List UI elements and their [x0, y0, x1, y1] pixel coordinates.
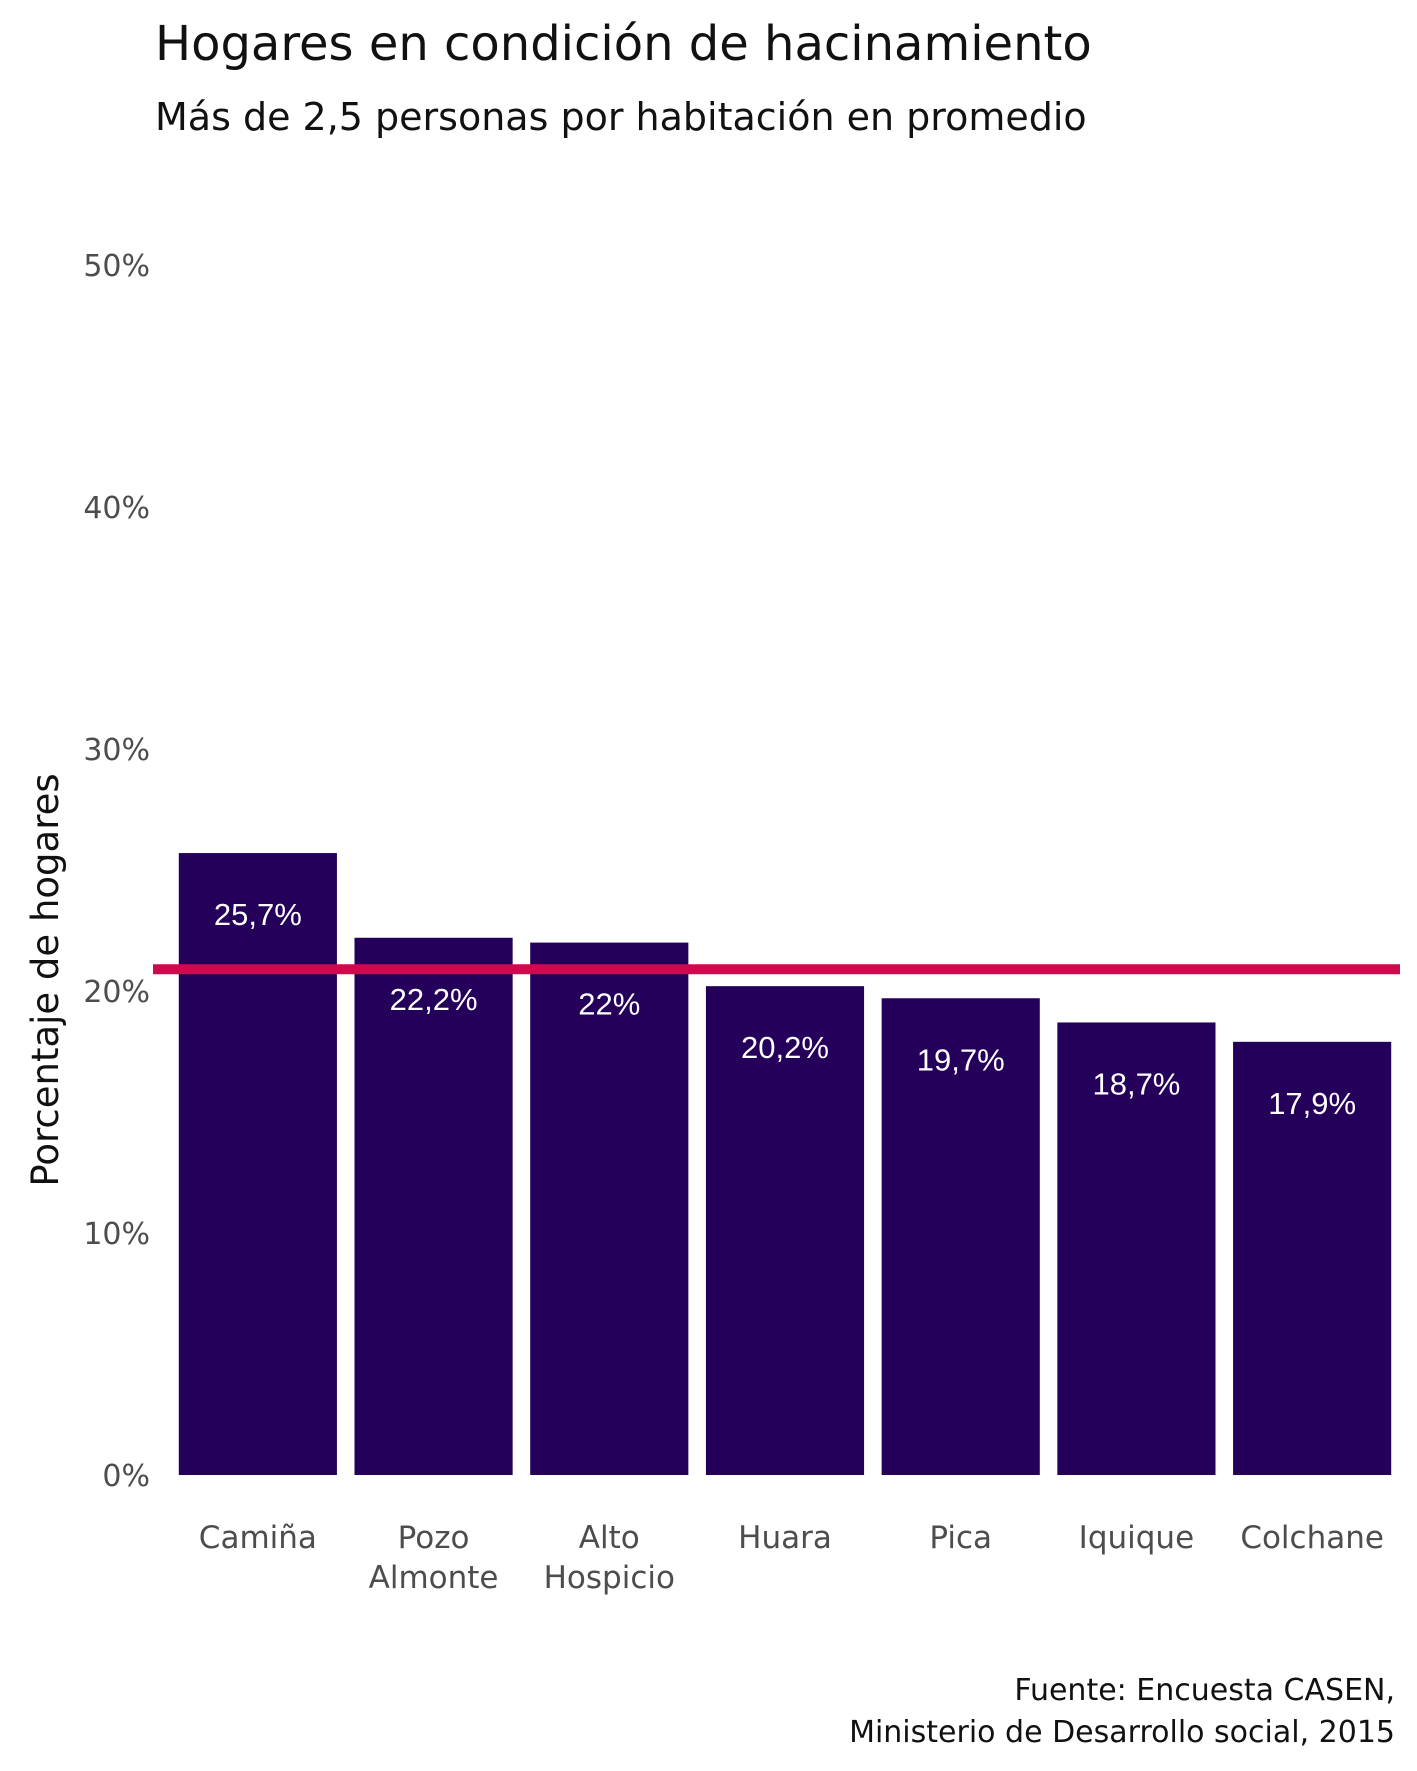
- data-label: 17,9%: [1268, 1086, 1356, 1121]
- bar: [530, 942, 689, 1475]
- data-label: 22%: [578, 987, 640, 1022]
- data-label: 20,2%: [741, 1030, 829, 1065]
- x-axis-ticks: Camiña Pozo Almonte Alto Hospicio Huara Pica Iq…: [199, 1520, 1384, 1596]
- x-tick-label: Pozo Almonte: [369, 1520, 499, 1596]
- data-label: 25,7%: [214, 897, 302, 932]
- bar: [1233, 1041, 1392, 1475]
- bar: [881, 998, 1040, 1475]
- bar: [354, 937, 513, 1475]
- x-tick-label: Iquique: [1079, 1520, 1194, 1556]
- data-label: 19,7%: [917, 1042, 1005, 1077]
- x-tick-label-line: Camiña: [199, 1520, 317, 1556]
- x-tick-label: Colchane: [1240, 1520, 1384, 1556]
- bar: [705, 986, 865, 1475]
- bars: [178, 853, 1392, 1475]
- x-tick-label-line: Alto: [579, 1520, 640, 1556]
- data-label: 18,7%: [1092, 1066, 1180, 1101]
- y-tick-label: 40%: [83, 491, 150, 526]
- chart-title: Hogares en condición de hacinamiento: [155, 16, 1092, 72]
- caption-line-2: Ministerio de Desarrollo social, 2015: [849, 1715, 1395, 1750]
- x-tick-label-line: Pozo: [398, 1520, 470, 1556]
- x-tick-label-line: Pica: [929, 1520, 992, 1556]
- y-tick-label: 20%: [83, 975, 150, 1010]
- bar: [1057, 1022, 1216, 1475]
- x-tick-label-line: Almonte: [369, 1560, 499, 1596]
- chart-subtitle: Más de 2,5 personas por habitación en pr…: [155, 95, 1087, 139]
- data-labels: 25,7% 22,2% 22% 20,2% 19,7% 18,7% 17,9%: [214, 897, 1356, 1121]
- y-tick-label: 0%: [102, 1459, 150, 1494]
- x-tick-label-line: Iquique: [1079, 1520, 1194, 1556]
- x-tick-label: Camiña: [199, 1520, 317, 1556]
- x-tick-label: Alto Hospicio: [544, 1520, 675, 1596]
- caption-line-1: Fuente: Encuesta CASEN,: [1014, 1673, 1395, 1708]
- y-axis-ticks: 0% 10% 20% 30% 40% 50%: [83, 249, 150, 1494]
- data-label: 22,2%: [390, 982, 478, 1017]
- x-tick-label-line: Huara: [738, 1520, 832, 1556]
- bar: [178, 853, 337, 1475]
- y-tick-label: 50%: [83, 249, 150, 284]
- x-tick-label: Huara: [738, 1520, 832, 1556]
- x-tick-label-line: Colchane: [1240, 1520, 1384, 1556]
- y-tick-label: 30%: [83, 733, 150, 768]
- x-tick-label-line: Hospicio: [544, 1560, 675, 1596]
- y-axis-label: Porcentaje de hogares: [24, 773, 67, 1186]
- y-tick-label: 10%: [83, 1217, 150, 1252]
- x-tick-label: Pica: [929, 1520, 992, 1556]
